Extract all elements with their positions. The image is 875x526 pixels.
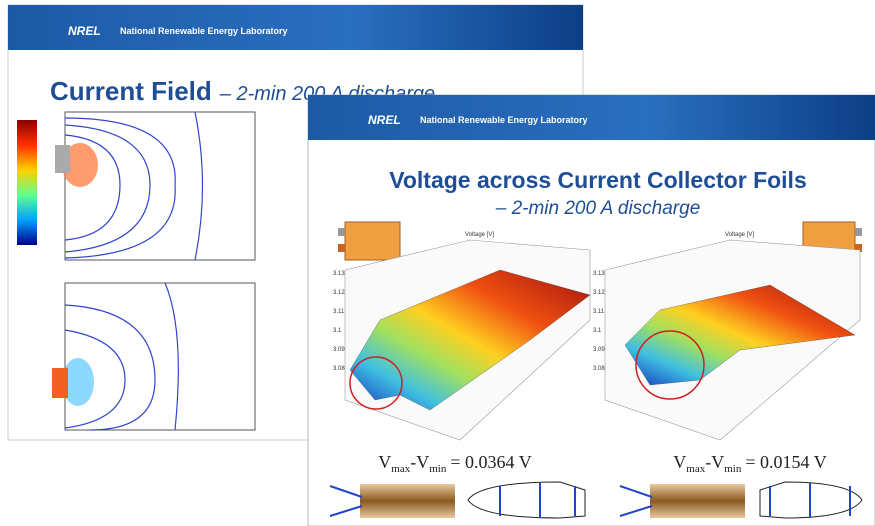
z-tick-label: 3.08: [593, 366, 605, 372]
plot-label: Voltage [V]: [465, 232, 494, 238]
lab-name: National Renewable Energy Laboratory: [420, 115, 588, 125]
contour-plot: [65, 283, 255, 430]
z-tick-label: 3.12: [333, 290, 345, 296]
z-tick-label: 3.11: [333, 309, 345, 315]
plot-label: Voltage [V]: [725, 232, 754, 238]
z-tick-label: 3.11: [593, 309, 605, 315]
cell-icon: [345, 222, 400, 260]
logo: NREL: [68, 24, 101, 38]
z-tick-label: 3.13: [593, 271, 605, 277]
colorbar: [17, 120, 37, 245]
lab-name: National Renewable Energy Laboratory: [120, 26, 288, 36]
z-tick-label: 3.08: [333, 366, 345, 372]
logo: NREL: [368, 113, 401, 127]
screenshot: NREL National Renewable Energy Laborator…: [0, 0, 875, 526]
z-tick-label: 3.09: [333, 347, 345, 353]
contour-plot: [65, 112, 255, 260]
z-tick-label: 3.13: [333, 271, 345, 277]
z-tick-label: 3.1: [333, 328, 342, 334]
tab: [338, 228, 345, 236]
slide-subtitle: – 2-min 200 A discharge: [495, 198, 701, 219]
z-tick-label: 3.09: [593, 347, 605, 353]
tab: [52, 368, 68, 398]
slide-title: Voltage across Current Collector Foils: [389, 167, 807, 193]
front-slide: NREL National Renewable Energy Laborator…: [308, 95, 875, 526]
z-tick-label: 3.1: [593, 328, 602, 334]
tab: [338, 244, 345, 252]
z-tick-label: 3.12: [593, 290, 605, 296]
tab: [55, 145, 70, 173]
tab: [855, 228, 862, 236]
